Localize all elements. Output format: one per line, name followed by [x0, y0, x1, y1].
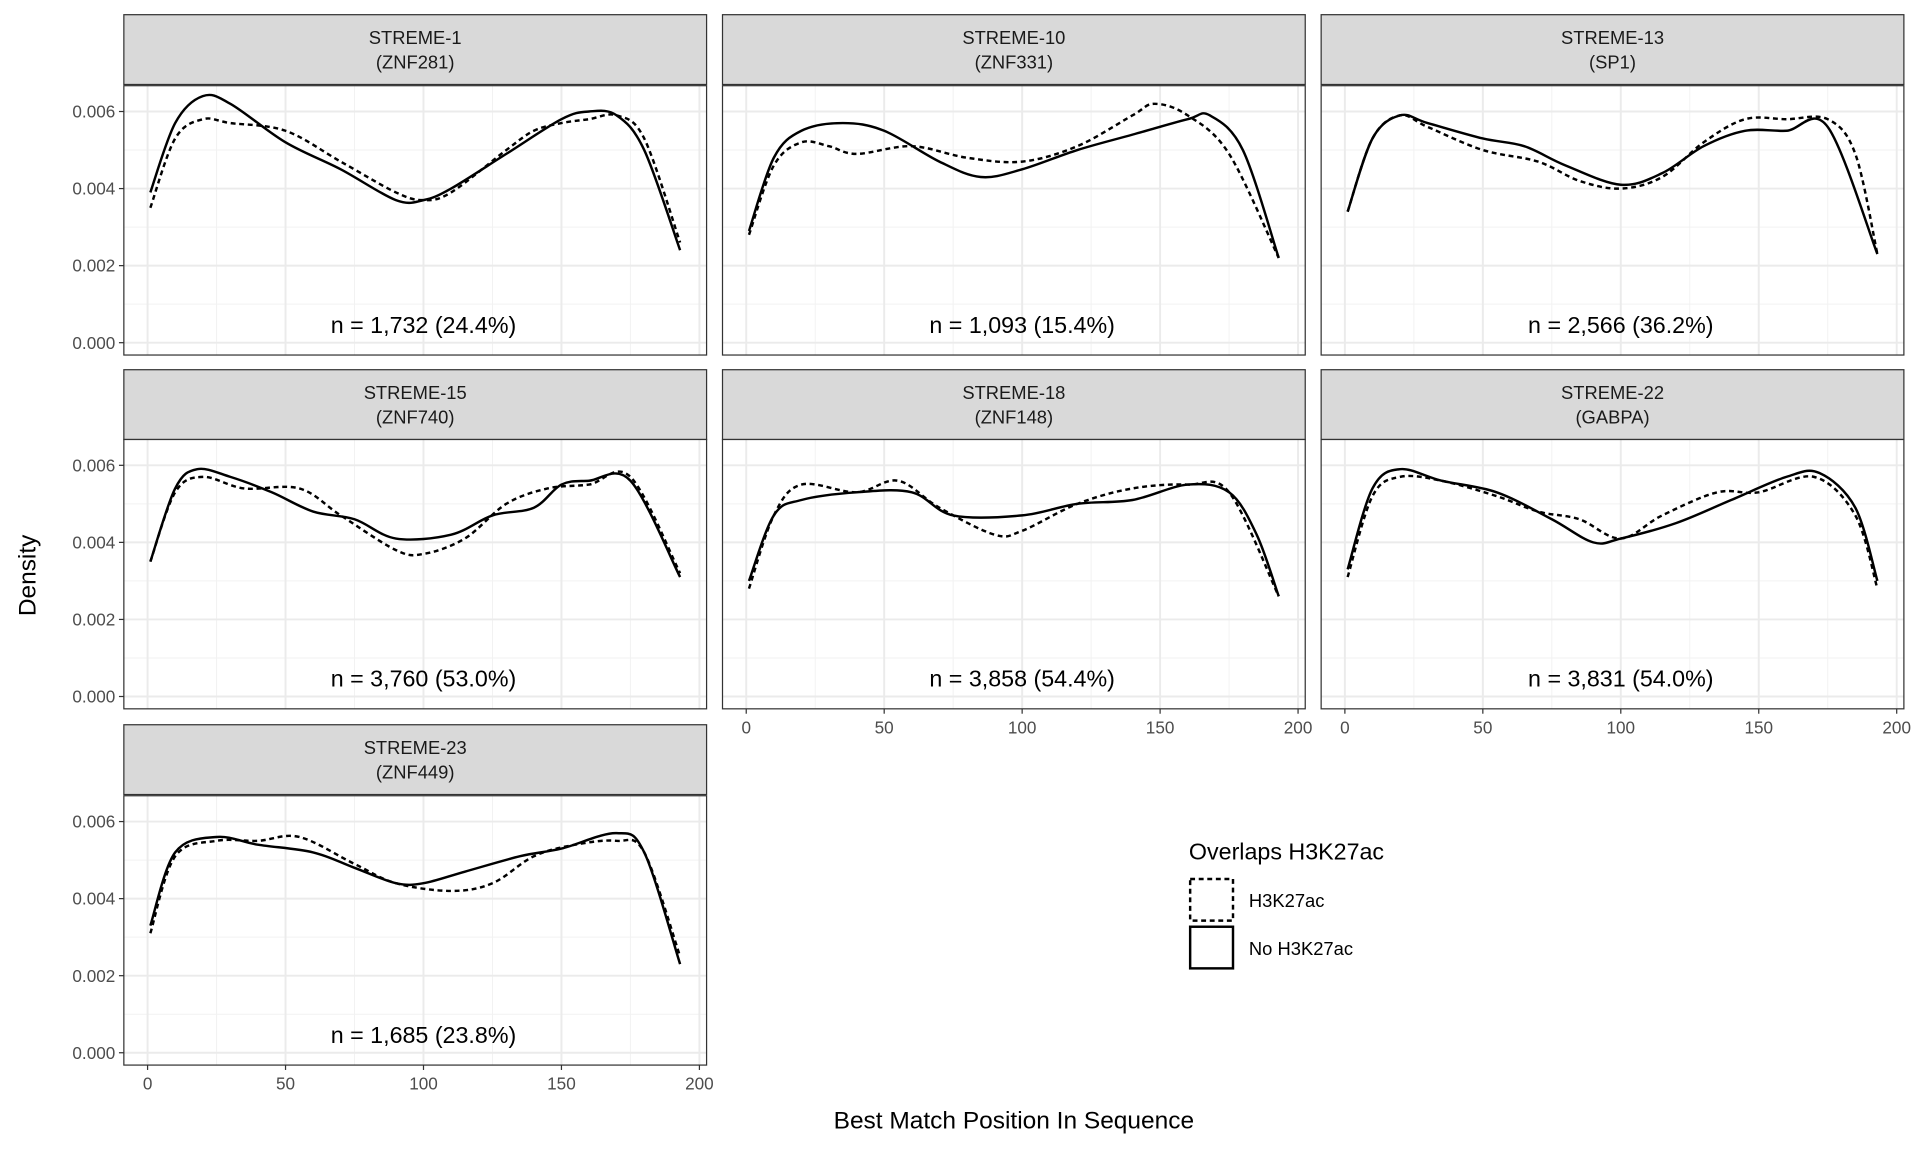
density-line-no-h3k27ac	[149, 93, 682, 251]
panel-border	[123, 85, 708, 356]
x-tick-label: 100	[1607, 717, 1636, 737]
facet-panel: STREME-1 (ZNF281) 0.000 0.002 0.004 0.006 n = …	[72, 14, 708, 356]
facet-panel: STREME-22 (GABPA) 0 50 100 150 200 n = 3,831 (5…	[1320, 369, 1911, 737]
facet-title: STREME-18	[962, 382, 1065, 403]
panel-border	[721, 438, 1306, 710]
facet-panel: STREME-10 (ZNF331) n = 1,093 (15.4%)	[721, 14, 1306, 356]
facet-strip	[123, 369, 708, 441]
density-line-no-h3k27ac	[149, 831, 682, 965]
x-tick-label: 150	[1146, 717, 1175, 737]
sample-size-annotation: n = 1,685 (23.8%)	[331, 1022, 516, 1048]
x-tick-label: 100	[409, 1074, 438, 1094]
density-line-h3k27ac	[149, 113, 682, 243]
legend-label-no-h3k27ac: No H3K27ac	[1249, 938, 1353, 959]
y-tick-label: 0.002	[72, 966, 115, 986]
y-tick-label: 0.006	[72, 102, 115, 122]
density-line-no-h3k27ac	[747, 112, 1280, 259]
panel-background	[123, 439, 707, 709]
x-tick-label: 150	[547, 1074, 576, 1094]
facet-title: STREME-23	[364, 737, 467, 758]
legend-key-no-h3k27ac	[1188, 925, 1235, 970]
panel-border	[1320, 438, 1905, 710]
density-line-h3k27ac	[149, 470, 682, 574]
facet-strip	[721, 369, 1306, 441]
legend-key-h3k27ac	[1188, 877, 1235, 922]
panel-background	[1321, 85, 1904, 356]
panel-border	[123, 795, 708, 1066]
facet-strip	[123, 724, 708, 796]
facet-panel: STREME-13 (SP1) n = 2,566 (36.2%)	[1320, 14, 1905, 356]
density-line-h3k27ac	[149, 834, 682, 957]
y-tick-label: 0.000	[72, 1043, 115, 1063]
x-axis-title: Best Match Position In Sequence	[834, 1108, 1194, 1135]
sample-size-annotation: n = 3,831 (54.0%)	[1528, 666, 1713, 692]
density-line-no-h3k27ac	[149, 467, 682, 578]
panel-background	[1321, 439, 1904, 709]
y-tick-label: 0.006	[72, 812, 115, 832]
y-tick-label: 0.000	[72, 687, 115, 707]
facet-strip	[721, 14, 1306, 86]
y-axis-title: Density	[15, 534, 42, 616]
x-tick-label: 50	[276, 1074, 295, 1094]
legend-label-h3k27ac: H3K27ac	[1249, 890, 1325, 911]
y-tick-label: 0.004	[72, 889, 115, 909]
density-line-no-h3k27ac	[1346, 113, 1879, 255]
legend: Overlaps H3K27ac H3K27ac No H3K27ac	[1188, 838, 1385, 970]
panel-background	[123, 85, 707, 356]
x-tick-label: 200	[1882, 717, 1911, 737]
facet-strip	[123, 14, 708, 86]
sample-size-annotation: n = 3,858 (54.4%)	[929, 666, 1114, 692]
y-tick-label: 0.004	[72, 532, 115, 552]
facet-title: STREME-10	[962, 27, 1065, 48]
facet-subtitle: (SP1)	[1589, 52, 1636, 73]
legend-title: Overlaps H3K27ac	[1189, 838, 1385, 864]
sample-size-annotation: n = 1,732 (24.4%)	[331, 312, 516, 338]
facet-panel: STREME-18 (ZNF148) 0 50 100 150 200 n = 3,858 (…	[721, 369, 1313, 737]
x-tick-label: 0	[1340, 717, 1350, 737]
x-tick-label: 50	[1473, 717, 1492, 737]
sample-size-annotation: n = 3,760 (53.0%)	[331, 666, 516, 692]
density-line-h3k27ac	[1346, 474, 1879, 589]
y-tick-label: 0.002	[72, 610, 115, 630]
y-tick-label: 0.006	[72, 455, 115, 475]
y-tick-label: 0.002	[72, 256, 115, 276]
x-tick-label: 100	[1008, 717, 1037, 737]
facet-strip	[1320, 369, 1905, 441]
panel-border	[123, 438, 708, 710]
x-tick-label: 50	[875, 717, 894, 737]
facet-title: STREME-13	[1561, 27, 1664, 48]
facet-panel: STREME-15 (ZNF740) 0.000 0.002 0.004 0.006 n =…	[72, 369, 708, 710]
facet-subtitle: (ZNF449)	[376, 762, 455, 783]
facet-panel: STREME-23 (ZNF449) 0.000 0.002 0.004 0.006 0 50…	[72, 724, 714, 1094]
panel-border	[1320, 85, 1905, 356]
x-tick-label: 0	[741, 717, 751, 737]
y-tick-label: 0.004	[72, 179, 115, 199]
facet-subtitle: (ZNF331)	[975, 52, 1054, 73]
facet-subtitle: (ZNF148)	[975, 407, 1054, 428]
facet-subtitle: (ZNF281)	[376, 52, 455, 73]
facet-strip	[1320, 14, 1905, 86]
facet-title: STREME-22	[1561, 382, 1664, 403]
x-tick-label: 200	[1284, 717, 1313, 737]
facet-subtitle: (ZNF740)	[376, 407, 455, 428]
density-line-no-h3k27ac	[747, 482, 1280, 597]
y-tick-label: 0.000	[72, 333, 115, 353]
x-tick-label: 150	[1744, 717, 1773, 737]
density-line-no-h3k27ac	[1346, 467, 1879, 582]
x-tick-label: 200	[685, 1074, 714, 1094]
facet-title: STREME-15	[364, 382, 467, 403]
sample-size-annotation: n = 2,566 (36.2%)	[1528, 312, 1713, 338]
facet-title: STREME-1	[369, 27, 462, 48]
x-tick-label: 0	[143, 1074, 153, 1094]
panel-border	[721, 85, 1306, 356]
sample-size-annotation: n = 1,093 (15.4%)	[929, 312, 1114, 338]
facet-subtitle: (GABPA)	[1575, 407, 1649, 428]
density-line-h3k27ac	[747, 102, 1280, 259]
